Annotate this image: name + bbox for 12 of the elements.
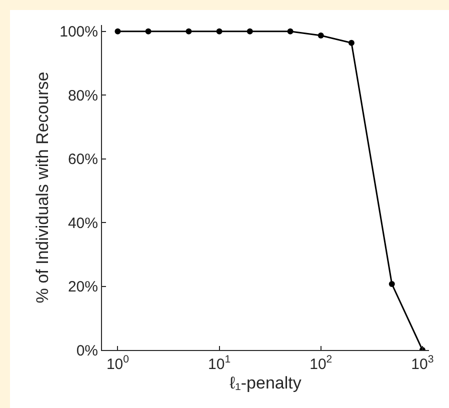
x-tick-label: 10$^{2}$ bbox=[310, 354, 332, 373]
y-tick-label: 0% bbox=[76, 342, 98, 360]
y-axis-title: % of Individuals with Recourse bbox=[33, 72, 52, 304]
y-tick-label: 40% bbox=[68, 214, 98, 232]
y-tick-label: 100% bbox=[60, 24, 98, 41]
y-tick-label: 80% bbox=[68, 87, 98, 104]
y-tick-label: 20% bbox=[68, 278, 98, 296]
x-tick-label: 10$^{1}$ bbox=[208, 354, 231, 373]
x-tick-label: 10$^{3}$ bbox=[411, 354, 434, 373]
x-tick-label: 10$^{0}$ bbox=[106, 354, 130, 373]
x-axis-title: ℓ₁-penalty bbox=[230, 373, 302, 392]
y-tick-label: 60% bbox=[68, 151, 98, 168]
